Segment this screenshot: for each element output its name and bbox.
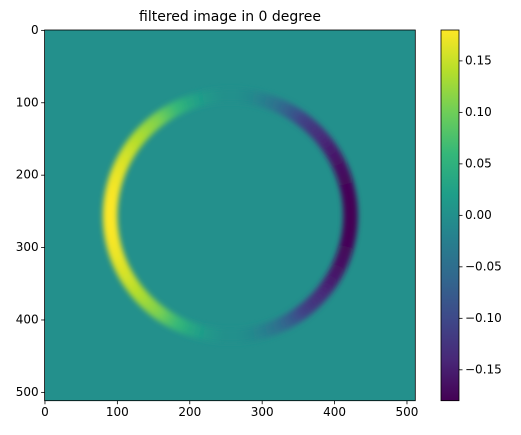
y-tick-label: 0 bbox=[31, 23, 39, 37]
image bbox=[44, 30, 416, 401]
x-tick-label: 200 bbox=[178, 405, 201, 419]
axes-frame bbox=[44, 29, 416, 402]
y-tick-label: 200 bbox=[16, 168, 39, 182]
chart-title: filtered image in 0 degree bbox=[139, 9, 321, 25]
y-tick-label: 400 bbox=[16, 312, 39, 326]
colorbar-tick-label: −0.10 bbox=[465, 311, 502, 325]
colorbar-tick-label: −0.15 bbox=[465, 362, 502, 376]
x-tick-label: 300 bbox=[251, 405, 274, 419]
ring bbox=[102, 88, 358, 344]
colorbar bbox=[440, 29, 460, 402]
image-background bbox=[44, 30, 416, 401]
x-tick-label: 0 bbox=[41, 405, 49, 419]
x-tick-label: 500 bbox=[396, 405, 419, 419]
colorbar-tick-label: 0.05 bbox=[465, 156, 492, 170]
colorbar-tick-label: 0.00 bbox=[465, 208, 492, 222]
x-tick-label: 100 bbox=[106, 405, 129, 419]
y-tick-label: 100 bbox=[16, 95, 39, 109]
x-tick-label: 400 bbox=[323, 405, 346, 419]
colorbar-tick-label: 0.15 bbox=[465, 53, 492, 67]
y-tick-label: 300 bbox=[16, 240, 39, 254]
y-tick-label: 500 bbox=[16, 385, 39, 399]
colorbar-tick-label: −0.05 bbox=[465, 259, 502, 273]
colorbar-tick-label: 0.10 bbox=[465, 105, 492, 119]
